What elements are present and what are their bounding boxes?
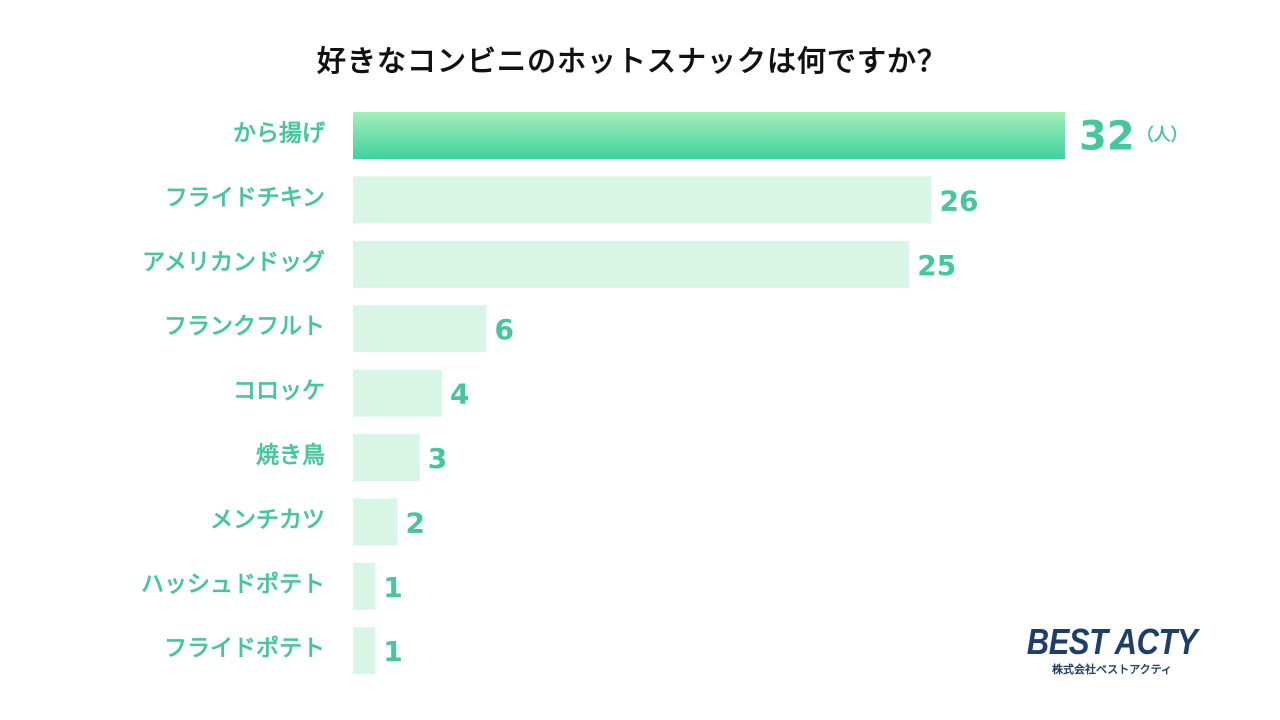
category-label-item-6: 焼き鳥 — [256, 442, 325, 469]
brand-logo: BEST ACTY — [1026, 621, 1198, 662]
category-label-item-2: フライドチキン — [165, 185, 325, 211]
bar-item-2 — [353, 176, 932, 224]
bar-item-1 — [353, 112, 1065, 159]
category-label-item-8: ハッシュドポテト — [141, 570, 325, 597]
value-label-item-9: 1 — [383, 635, 402, 668]
value-label-item-4: 6 — [495, 313, 514, 346]
value-label-item-7: 2 — [406, 506, 425, 539]
brand-company-name: 株式会社ベストアクティ — [1051, 663, 1172, 676]
value-label-item-3: 25 — [917, 249, 956, 282]
unit-label: （人） — [1137, 125, 1188, 146]
value-label-item-1: 32 — [1079, 114, 1135, 160]
bar-item-8 — [353, 562, 376, 610]
bar-item-4 — [353, 305, 487, 353]
value-label-item-2: 26 — [940, 184, 979, 217]
category-label-item-5: コロッケ — [233, 378, 325, 404]
bar-item-3 — [353, 240, 910, 288]
category-label-item-9: フライドポテト — [164, 635, 325, 662]
chart-title: 好きなコンビニのホットスナックは何ですか？ — [316, 44, 947, 78]
bar-item-7 — [353, 498, 398, 546]
category-label-item-1: から揚げ — [233, 120, 326, 147]
bar-item-6 — [353, 434, 420, 481]
bars-layer — [353, 112, 1065, 675]
category-label-item-7: メンチカツ — [210, 507, 325, 533]
category-label-item-3: アメリカンドッグ — [142, 248, 325, 275]
value-label-item-5: 4 — [450, 378, 469, 411]
brand-logo-block: BEST ACTY 株式会社ベストアクティ — [1012, 622, 1212, 677]
bar-item-5 — [353, 369, 442, 417]
value-label-item-6: 3 — [428, 442, 447, 475]
value-label-item-8: 1 — [383, 571, 402, 604]
category-label-item-4: フランクフルト — [164, 314, 325, 340]
bar-item-9 — [353, 627, 376, 675]
